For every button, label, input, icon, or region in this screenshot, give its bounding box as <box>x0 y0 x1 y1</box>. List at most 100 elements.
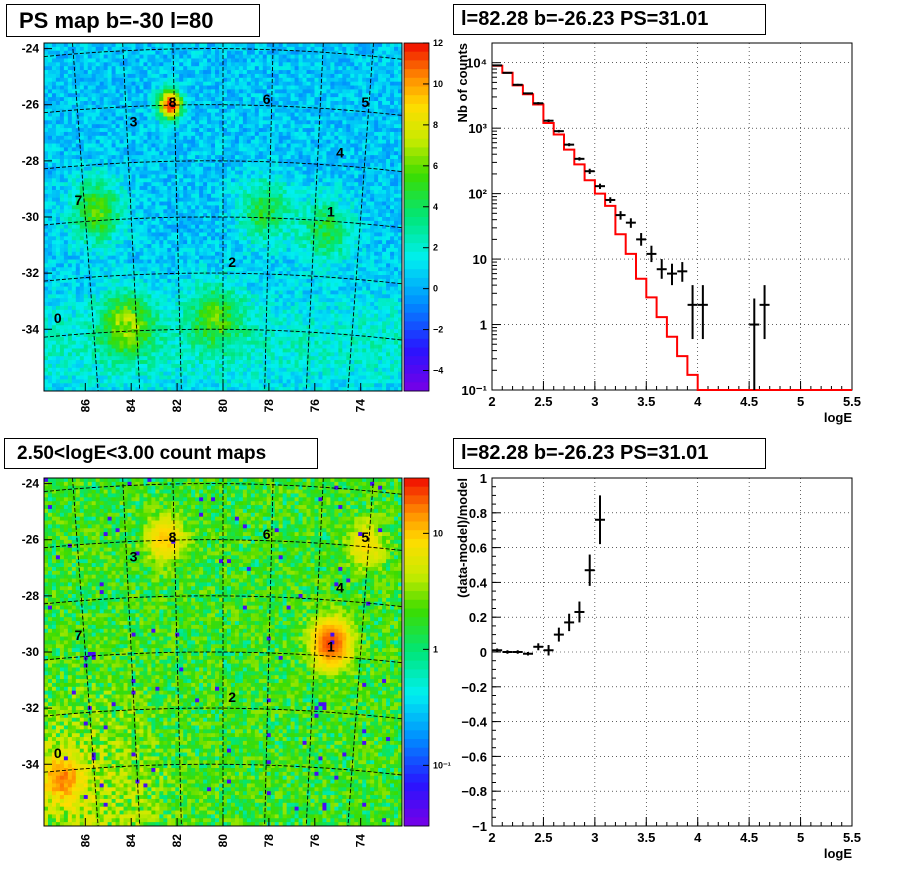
heatmap-cell <box>151 278 156 284</box>
heatmap-cell <box>143 348 148 353</box>
heatmap-cell <box>139 97 144 102</box>
heatmap-cell <box>215 263 220 268</box>
heatmap-cell <box>143 131 148 137</box>
heatmap-cell <box>103 104 109 110</box>
heatmap-cell <box>167 356 172 361</box>
heatmap-cell <box>123 151 128 156</box>
heatmap-cell <box>215 232 220 237</box>
heatmap-cell <box>143 228 148 233</box>
heatmap-cell <box>211 340 216 345</box>
heatmap-cell <box>91 197 97 202</box>
heatmap-cell <box>203 379 208 384</box>
heatmap-cell <box>95 197 101 202</box>
heatmap-cell <box>107 170 113 175</box>
heatmap-cell <box>47 336 53 342</box>
heatmap-cell <box>123 201 128 206</box>
heatmap-cell <box>250 282 256 287</box>
heatmap-cell <box>195 371 200 376</box>
heatmap-cell <box>131 321 136 326</box>
heatmap-cell <box>83 97 89 102</box>
heatmap-cell <box>179 371 184 376</box>
heatmap-cell <box>219 43 224 48</box>
heatmap-cell <box>175 66 180 71</box>
heatmap-cell <box>71 128 77 133</box>
heatmap-cell <box>75 282 81 287</box>
heatmap-cell <box>215 151 220 156</box>
heatmap-cell <box>211 356 216 361</box>
heatmap-cell <box>258 189 264 195</box>
heatmap-cell <box>103 251 109 257</box>
heatmap-cell <box>59 271 65 276</box>
heatmap-cell <box>131 282 136 287</box>
heatmap-cell <box>258 89 264 94</box>
heatmap-cell <box>83 101 89 106</box>
heatmap-cell <box>63 271 69 276</box>
heatmap-cell <box>107 186 113 191</box>
heatmap-cell <box>191 352 196 357</box>
heatmap-cell <box>203 139 208 144</box>
heatmap-cell <box>115 333 120 338</box>
heatmap-cell <box>91 108 97 113</box>
heatmap-cell <box>151 228 156 233</box>
heatmap-cell <box>115 174 120 179</box>
heatmap-cell <box>115 89 120 94</box>
heatmap-cell <box>95 213 101 218</box>
heatmap-cell <box>91 201 97 206</box>
heatmap-cell <box>215 228 220 233</box>
heatmap-cell <box>183 70 188 75</box>
heatmap-cell <box>143 232 148 237</box>
heatmap-cell <box>47 344 53 349</box>
heatmap-cell <box>135 336 140 342</box>
heatmap-cell <box>135 305 140 311</box>
heatmap-cell <box>103 116 109 121</box>
heatmap-cell <box>159 348 164 353</box>
heatmap-cell <box>115 58 120 63</box>
heatmap-cell <box>67 278 73 284</box>
heatmap-cell <box>75 166 81 171</box>
heatmap-cell <box>59 159 65 164</box>
heatmap-cell <box>115 278 120 284</box>
heatmap-cell <box>234 360 240 365</box>
heatmap-cell <box>226 309 232 315</box>
heatmap-cell <box>71 193 77 199</box>
heatmap-cell <box>147 286 152 291</box>
heatmap-cell <box>59 313 65 318</box>
heatmap-cell <box>234 209 240 214</box>
heatmap-cell <box>187 151 192 156</box>
heatmap-cell <box>199 220 204 226</box>
heatmap-cell <box>163 356 168 361</box>
heatmap-cell <box>262 174 268 179</box>
heatmap-cell <box>191 174 196 179</box>
heatmap-cell <box>195 251 200 257</box>
heatmap-cell <box>55 151 61 156</box>
heatmap-cell <box>143 340 148 345</box>
heatmap-cell <box>123 124 128 129</box>
heatmap-cell <box>167 379 172 384</box>
heatmap-cell <box>254 151 260 156</box>
heatmap-cell <box>234 135 240 141</box>
heatmap-cell <box>107 70 113 75</box>
heatmap-cell <box>246 166 252 171</box>
heatmap-cell <box>223 336 228 342</box>
heatmap-cell <box>67 182 73 187</box>
heatmap-cell <box>103 50 109 55</box>
heatmap-cell <box>107 278 113 284</box>
heatmap-cell <box>199 232 204 237</box>
heatmap-cell <box>230 344 236 349</box>
heatmap-cell <box>139 54 144 59</box>
heatmap-cell <box>254 128 260 133</box>
heatmap-cell <box>258 259 264 264</box>
heatmap-cell <box>95 360 101 365</box>
heatmap-cell <box>63 166 69 171</box>
heatmap-cell <box>51 162 57 168</box>
heatmap-cell <box>123 77 128 83</box>
heatmap-cell <box>51 182 57 187</box>
heatmap-cell <box>163 267 168 272</box>
heatmap-cell <box>211 290 216 295</box>
heatmap-cell <box>103 247 109 253</box>
heatmap-cell <box>44 302 49 307</box>
heatmap-cell <box>139 336 144 342</box>
heatmap-cell <box>135 85 140 90</box>
heatmap-cell <box>115 309 120 315</box>
heatmap-cell <box>195 139 200 144</box>
